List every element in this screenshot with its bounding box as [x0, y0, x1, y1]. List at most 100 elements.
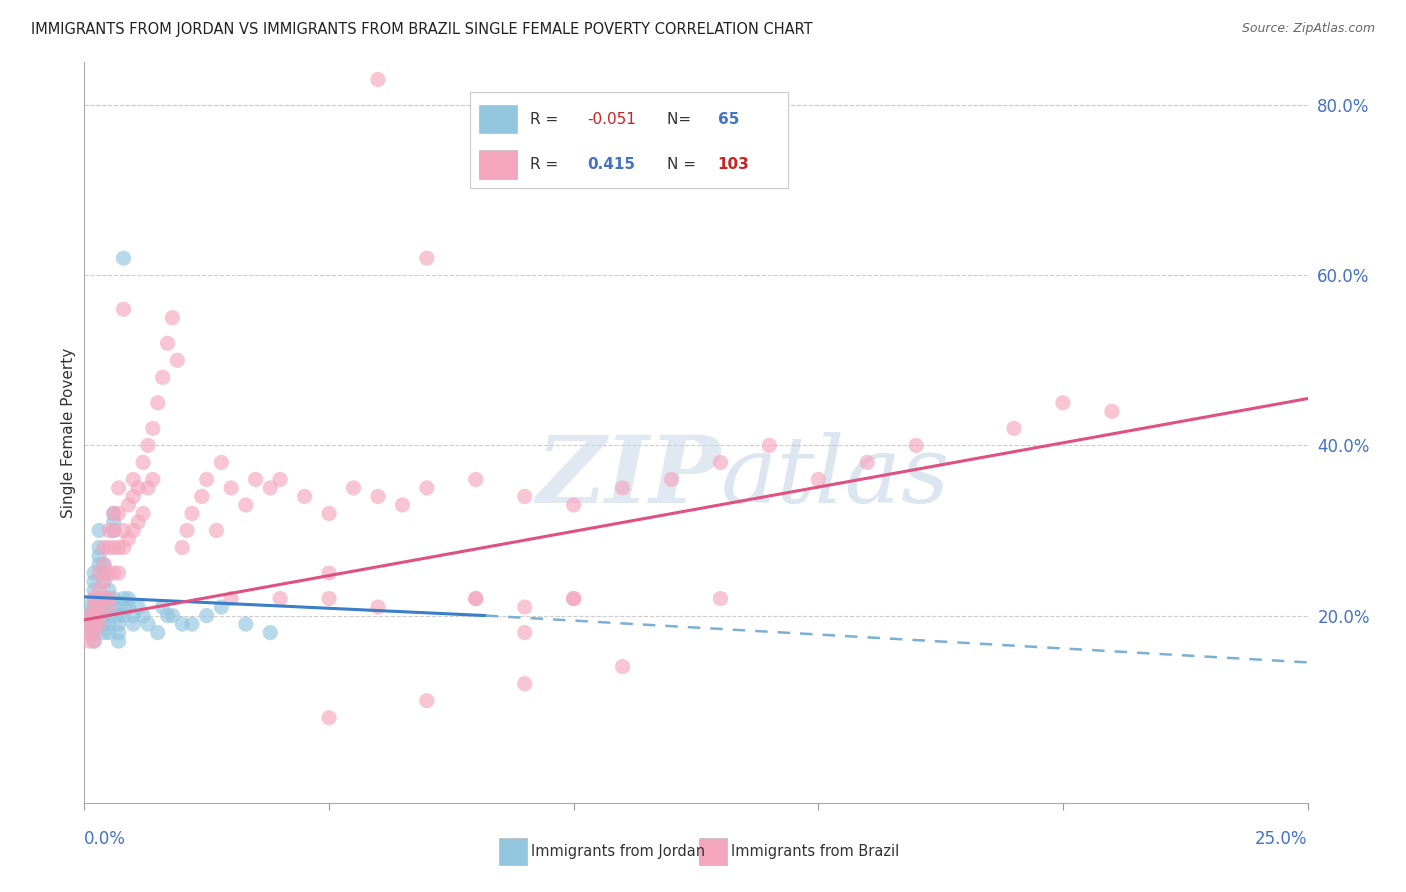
- Point: [97, 600, 120, 615]
- Point: [152, 600, 174, 615]
- Point: [107, 634, 129, 648]
- Point: [97, 591, 120, 606]
- Point: [107, 608, 129, 623]
- Point: [709, 591, 731, 606]
- Point: [83, 625, 105, 640]
- Point: [77, 625, 100, 640]
- Point: [97, 600, 120, 615]
- Point: [97, 524, 120, 538]
- Point: [219, 481, 242, 495]
- Point: [83, 608, 105, 623]
- Y-axis label: Single Female Poverty: Single Female Poverty: [60, 348, 76, 517]
- Point: [367, 490, 389, 504]
- Point: [97, 566, 120, 580]
- Point: [709, 455, 731, 469]
- Point: [83, 600, 105, 615]
- Point: [93, 558, 115, 572]
- Point: [172, 617, 194, 632]
- Point: [269, 591, 291, 606]
- Point: [103, 600, 125, 615]
- Point: [513, 600, 536, 615]
- Point: [87, 541, 110, 555]
- Point: [142, 421, 165, 435]
- Point: [77, 608, 100, 623]
- Text: atlas: atlas: [720, 432, 950, 522]
- Point: [162, 608, 184, 623]
- Point: [83, 582, 105, 597]
- Point: [562, 591, 585, 606]
- Point: [87, 524, 110, 538]
- Text: Immigrants from Jordan: Immigrants from Jordan: [531, 845, 706, 859]
- Point: [103, 524, 125, 538]
- Point: [83, 591, 105, 606]
- Point: [107, 481, 129, 495]
- Point: [77, 617, 100, 632]
- Point: [112, 600, 135, 615]
- Point: [93, 541, 115, 555]
- Point: [107, 541, 129, 555]
- Point: [87, 617, 110, 632]
- Point: [83, 625, 105, 640]
- Point: [562, 498, 585, 512]
- Point: [1101, 404, 1123, 418]
- Point: [294, 490, 316, 504]
- Point: [97, 608, 120, 623]
- Point: [87, 608, 110, 623]
- Point: [209, 600, 232, 615]
- Point: [87, 617, 110, 632]
- Point: [107, 625, 129, 640]
- Point: [83, 634, 105, 648]
- Point: [93, 617, 115, 632]
- Point: [117, 498, 139, 512]
- Point: [1002, 421, 1025, 435]
- Point: [416, 481, 439, 495]
- Point: [87, 600, 110, 615]
- Point: [83, 617, 105, 632]
- Point: [416, 251, 439, 265]
- Point: [122, 524, 145, 538]
- Point: [103, 507, 125, 521]
- Point: [97, 625, 120, 640]
- Point: [97, 582, 120, 597]
- Text: ZIP: ZIP: [536, 432, 720, 522]
- Point: [83, 634, 105, 648]
- Text: 0.0%: 0.0%: [84, 830, 127, 847]
- Point: [107, 617, 129, 632]
- Point: [103, 507, 125, 521]
- Point: [464, 472, 486, 486]
- Point: [513, 490, 536, 504]
- Point: [97, 617, 120, 632]
- Point: [367, 600, 389, 615]
- Point: [87, 608, 110, 623]
- Text: Immigrants from Brazil: Immigrants from Brazil: [731, 845, 900, 859]
- Point: [513, 676, 536, 690]
- Point: [464, 591, 486, 606]
- Point: [93, 566, 115, 580]
- Point: [103, 515, 125, 529]
- Point: [146, 625, 169, 640]
- Point: [562, 591, 585, 606]
- Point: [97, 591, 120, 606]
- Point: [83, 608, 105, 623]
- Point: [612, 659, 634, 673]
- Point: [132, 455, 155, 469]
- Point: [181, 617, 204, 632]
- Point: [93, 574, 115, 589]
- Point: [112, 541, 135, 555]
- Point: [807, 472, 830, 486]
- Point: [191, 490, 214, 504]
- Point: [117, 600, 139, 615]
- Point: [136, 438, 159, 452]
- Point: [136, 617, 159, 632]
- Point: [464, 591, 486, 606]
- Point: [416, 694, 439, 708]
- Point: [127, 600, 149, 615]
- Point: [905, 438, 928, 452]
- Point: [127, 481, 149, 495]
- Point: [93, 574, 115, 589]
- Point: [856, 455, 879, 469]
- Point: [93, 625, 115, 640]
- Point: [93, 591, 115, 606]
- Point: [132, 507, 155, 521]
- Point: [219, 591, 242, 606]
